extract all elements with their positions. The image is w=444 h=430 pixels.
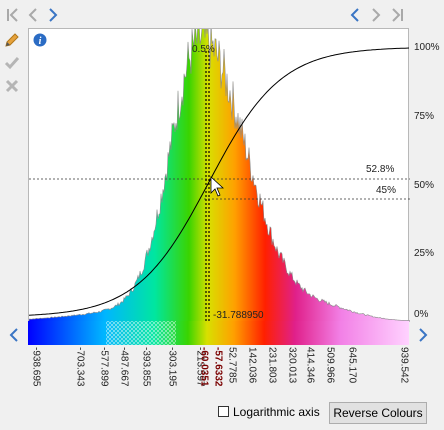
info-icon[interactable]: i bbox=[33, 33, 47, 47]
x-tick-label: -303.195 bbox=[167, 347, 178, 387]
x-tick-label: 939.542 bbox=[399, 347, 410, 384]
svg-text:i: i bbox=[39, 36, 42, 47]
skip-last-icon[interactable] bbox=[388, 6, 406, 24]
cursor-value-label: -31.788950 bbox=[213, 310, 264, 321]
x-tick-label: 142.036 bbox=[247, 347, 258, 384]
x-tick-label: -577.899 bbox=[99, 347, 110, 387]
check-icon[interactable] bbox=[2, 53, 22, 73]
histogram-chart[interactable]: i 0.5% 52.8% 45% -31.788950 bbox=[28, 13, 411, 323]
axis-75: 75% bbox=[414, 111, 435, 122]
x-tick-label: -487.667 bbox=[119, 347, 130, 387]
chevron-right-icon[interactable] bbox=[367, 6, 385, 24]
chevron-right-icon[interactable] bbox=[44, 6, 62, 24]
x-tick-label: 231.803 bbox=[267, 347, 278, 384]
x-tick-label: 320.013 bbox=[287, 347, 298, 384]
x-tick-label: 645.170 bbox=[347, 347, 358, 384]
chevron-left-icon[interactable] bbox=[5, 326, 23, 344]
x-tick-label: -393.855 bbox=[141, 347, 152, 387]
axis-50: 50% bbox=[414, 180, 435, 191]
x-tick-label: -938.695 bbox=[31, 347, 42, 387]
x-tick-label: 414.346 bbox=[305, 347, 316, 384]
x-tick-label: -213.597 bbox=[195, 347, 206, 387]
cursor-arrow-icon bbox=[210, 176, 225, 197]
axis-0: 0% bbox=[414, 309, 429, 320]
chevron-left-icon[interactable] bbox=[346, 6, 364, 24]
top-marker-label: 0.5% bbox=[192, 44, 215, 55]
chevron-left-icon[interactable] bbox=[24, 6, 42, 24]
axis-25: 25% bbox=[414, 248, 435, 259]
skip-first-icon[interactable] bbox=[4, 6, 22, 24]
x-tick-label: 509.966 bbox=[325, 347, 336, 384]
lower-percent-label: 45% bbox=[376, 185, 397, 196]
log-axis-checkbox[interactable] bbox=[218, 406, 229, 417]
pencil-icon[interactable] bbox=[2, 30, 22, 50]
cumulative-curve bbox=[28, 47, 410, 316]
reverse-colours-button[interactable]: Reverse Colours bbox=[329, 402, 427, 424]
histogram-area bbox=[28, 13, 411, 323]
x-tick-label: -57.6332 bbox=[213, 347, 224, 387]
x-tick-label: -703.343 bbox=[75, 347, 86, 387]
log-axis-label: Logarithmic axis bbox=[233, 405, 320, 419]
x-tick-label: 52.7785 bbox=[227, 347, 238, 384]
chevron-right-icon[interactable] bbox=[414, 326, 432, 344]
x-tick-label: -60.0351 bbox=[199, 347, 210, 387]
axis-100: 100% bbox=[414, 42, 440, 53]
x-axis-ticks: -938.695 -703.343 -577.899 -487.667 -393.855… bbox=[31, 347, 410, 387]
histogram-svg[interactable] bbox=[28, 13, 411, 323]
colour-bar[interactable] bbox=[28, 321, 409, 345]
close-icon[interactable] bbox=[2, 76, 22, 96]
upper-percent-label: 52.8% bbox=[366, 164, 395, 175]
